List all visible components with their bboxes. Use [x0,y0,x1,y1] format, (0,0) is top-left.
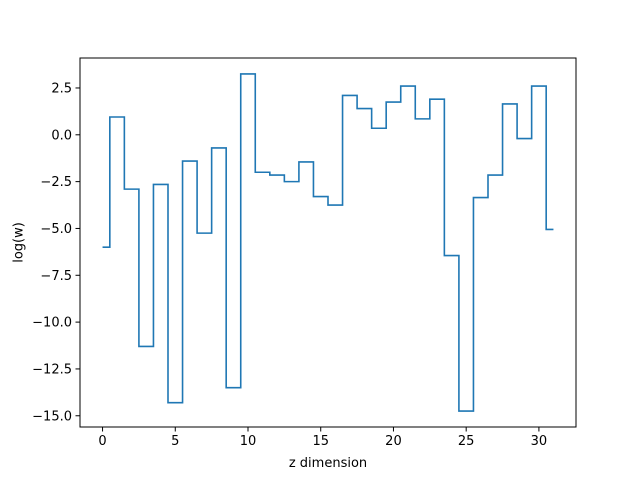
y-tick-label: 0.0 [51,128,72,143]
y-tick-label: −12.5 [32,362,72,377]
x-tick-label: 20 [385,434,402,449]
y-tick-label: −10.0 [32,316,72,331]
x-tick-label: 15 [312,434,329,449]
y-tick-label: −7.5 [40,269,72,284]
plot-area [102,73,554,412]
y-tick-label: −5.0 [40,222,72,237]
x-tick-label: 5 [171,434,179,449]
y-tick-label: 2.5 [51,81,72,96]
x-tick-label: 25 [458,434,475,449]
x-axis-title: z dimension [289,456,367,471]
axes-frame [79,57,577,428]
y-axis-title: log(w) [12,222,27,263]
y-tick-label: −15.0 [32,409,72,424]
axes: 0 5 10 15 20 25 30 2.5 0.0 −2.5 −5.0 −7.5 −10.0 −12.5… [32,57,577,449]
y-tick-label: −2.5 [40,175,72,190]
x-tick-label: 30 [531,434,548,449]
x-tick-label: 10 [240,434,257,449]
x-tick-label: 0 [98,434,106,449]
series-line-0 [102,73,554,412]
